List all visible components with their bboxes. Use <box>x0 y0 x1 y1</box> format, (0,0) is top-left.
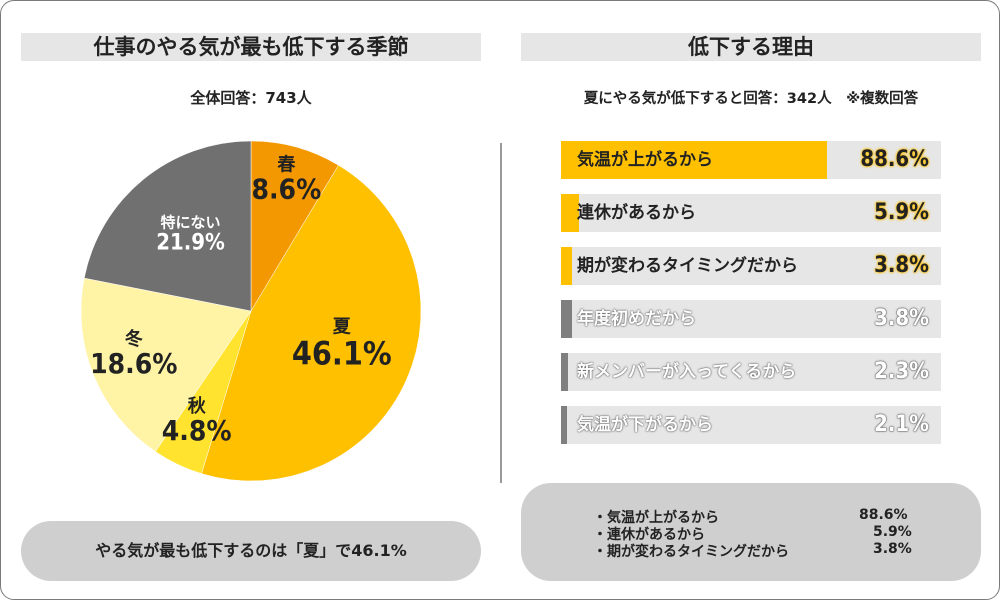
bar-label-5: 新メンバーが入ってくるから <box>577 362 797 382</box>
pie-label-3: 秋 <box>188 395 207 417</box>
bar-5 <box>561 353 568 391</box>
bar-row: 気温が上がるから 88.6% <box>561 141 941 179</box>
bar-value-label-1: 88.6% <box>860 147 929 172</box>
bar-4 <box>561 300 573 338</box>
bar-row: 気温が下がるから 2.1% <box>561 406 941 444</box>
bar-track <box>561 353 941 391</box>
bar-track <box>561 406 941 444</box>
bar-row: 連休があるから 5.9% <box>561 194 941 232</box>
pie-label-4: 冬 <box>125 328 143 350</box>
pie-value-label-5: 21.9% <box>156 231 225 256</box>
bar-label-2: 連休があるから <box>577 203 696 223</box>
pie-value-label-1: 8.6% <box>251 173 321 206</box>
left-title: 仕事のやる気が最も低下する季節 <box>21 33 481 61</box>
bar-row: 新メンバーが入ってくるから 2.3% <box>561 353 941 391</box>
left-callout: やる気が最も低下するのは「夏」で46.1% <box>21 521 481 581</box>
bar-3 <box>561 247 573 285</box>
panel-divider <box>500 143 502 483</box>
right-summary: ・気温が上がるから 88.6% ・連休があるから 5.9% ・期が変わるタイミン… <box>521 483 981 581</box>
bar-track <box>561 300 941 338</box>
bar-2 <box>561 194 579 232</box>
summary-label-2: ・連休があるから <box>593 527 705 543</box>
pie-label-5: 特にない <box>161 214 221 232</box>
bar-track <box>561 247 941 285</box>
summary-value-3: 3.8% <box>873 541 912 557</box>
summary-value-2: 5.9% <box>873 524 912 540</box>
bar-track <box>561 194 941 232</box>
pie-label-1: 春 <box>277 154 296 176</box>
bar-value-label-3: 3.8% <box>874 253 929 278</box>
pie-value-label-2: 46.1% <box>292 334 392 372</box>
summary-label-1: ・気温が上がるから <box>593 510 719 526</box>
bar-row: 年度初めだから 3.8% <box>561 300 941 338</box>
bar-value-label-6: 2.1% <box>874 412 929 437</box>
bar-6 <box>561 406 568 444</box>
bar-label-4: 年度初めだから <box>577 309 696 329</box>
bar-value-label-5: 2.3% <box>874 359 929 384</box>
bar-1 <box>561 141 827 179</box>
pie-slice-5 <box>83 140 252 312</box>
pie-slice-2 <box>201 164 422 482</box>
pie-slice-4 <box>80 277 252 452</box>
pie-slice-1 <box>250 140 339 312</box>
pie-label-2: 夏 <box>333 316 352 337</box>
bar-row: 期が変わるタイミングだから 3.8% <box>561 247 941 285</box>
right-subtitle: 夏にやる気が低下すると回答：342人 ※複数回答 <box>583 91 919 107</box>
pie-value-label-3: 4.8% <box>162 414 232 447</box>
right-title: 低下する理由 <box>521 33 981 61</box>
summary-label-3: ・期が変わるタイミングだから <box>593 544 789 560</box>
left-subtitle: 全体回答：743人 <box>190 89 312 107</box>
bar-label-6: 気温が下がるから <box>577 415 713 435</box>
pie-value-label-4: 18.6% <box>90 347 177 380</box>
bar-label-3: 期が変わるタイミングだから <box>577 256 798 276</box>
bar-value-label-2: 5.9% <box>874 200 929 225</box>
bar-label-1: 気温が上がるから <box>577 150 713 170</box>
summary-value-1: 88.6% <box>859 507 908 523</box>
bar-value-label-4: 3.8% <box>874 306 929 331</box>
